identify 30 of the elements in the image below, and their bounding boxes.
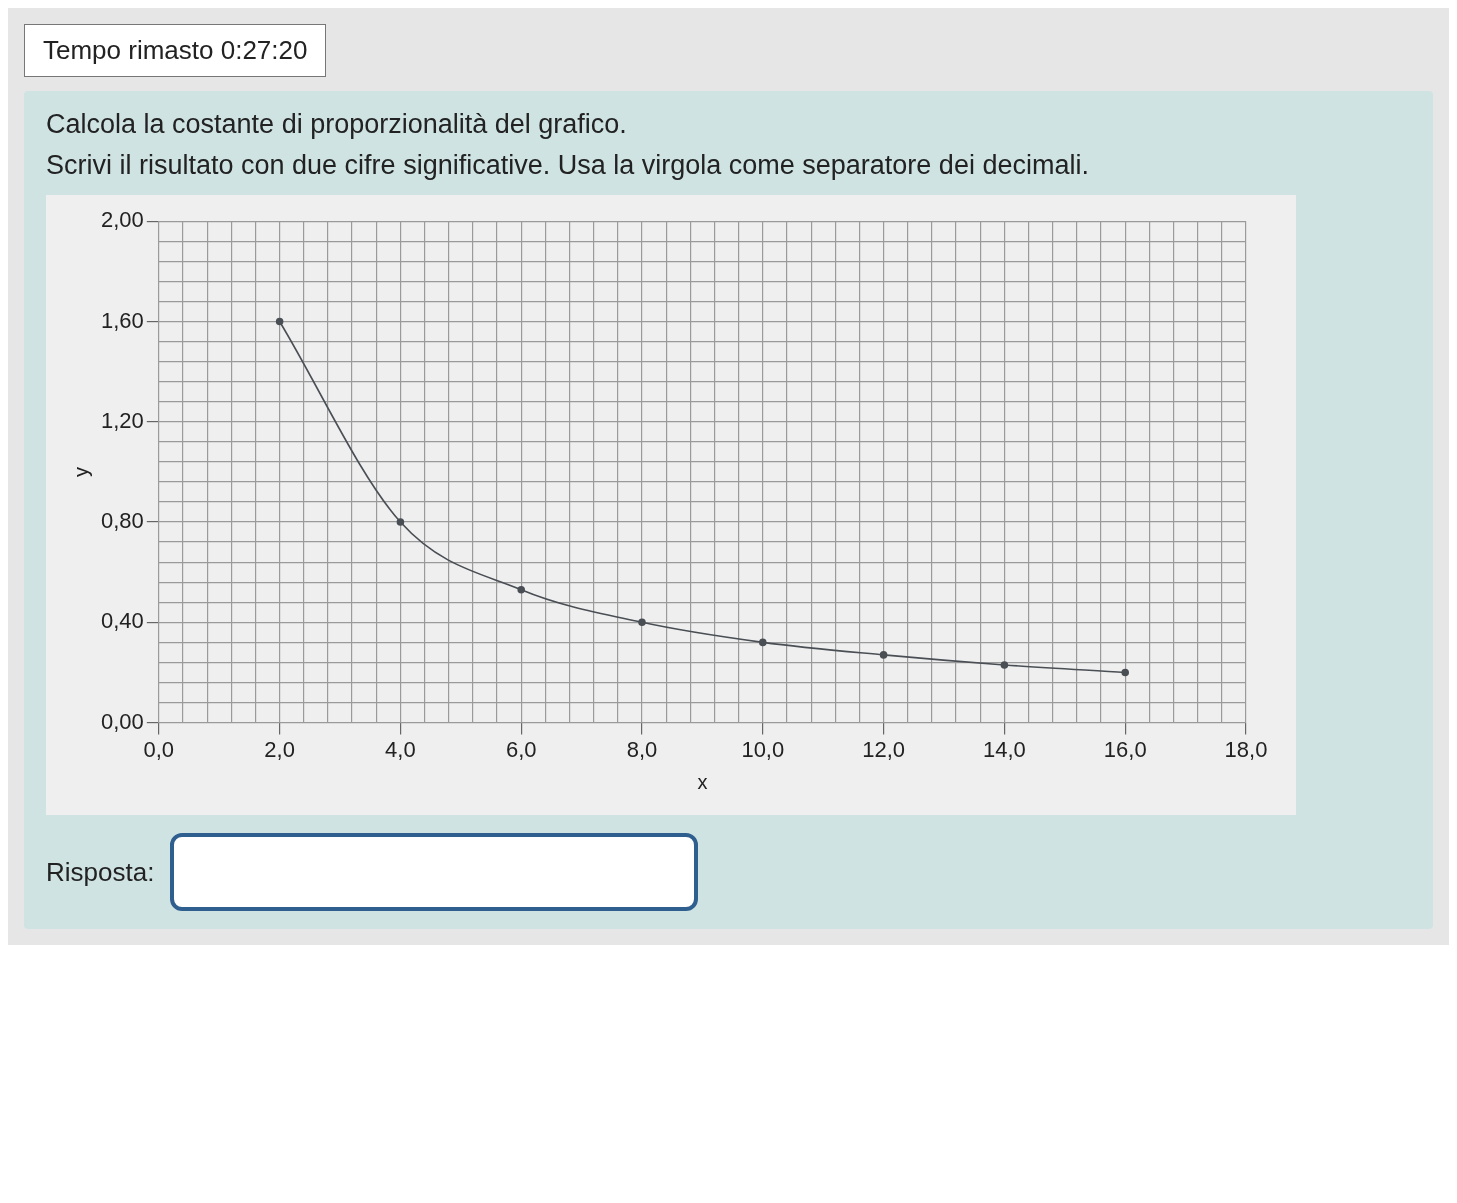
point [759,638,767,647]
x-tick-label: 10,0 [741,736,785,762]
chart-title: Calcola la costante di proporzionalità del grafico. [46,109,628,140]
x-tick-label: 18,0 [1224,736,1268,762]
x-tick-label: 6,0 [505,736,537,762]
y-tick-label: 2,00 [100,207,144,233]
x-tick-label: 2,0 [264,736,295,762]
point [638,618,646,627]
point [1000,661,1009,669]
x-tick-label: 16,0 [1103,736,1147,762]
y-tick-label: 0,00 [100,708,144,734]
point [1121,668,1129,677]
x-tick-label: 4,0 [385,736,416,762]
x-tick-label: 0,0 [143,736,175,762]
x-tick-label: 12,0 [862,736,906,762]
x-axis-title: x [697,770,708,793]
point [517,585,526,594]
point [879,651,888,659]
x-tick-label: 14,0 [982,736,1026,762]
y-axis-title: y [69,466,92,477]
point [396,518,405,526]
y-tick-label: 1,20 [100,407,144,433]
x-tick-label: 8,0 [626,736,658,762]
y-tick-label: 0,40 [100,608,144,634]
y-tick-label: 1,60 [100,307,144,333]
text: Tempo rimasto 0:27:20 [24,24,327,77]
text: Risposta: [46,856,155,888]
chart-subtitle: Scrivi il risultato con due cifre significative. Usa la virgola come separatore dei decimali. [46,150,1090,181]
point [275,317,284,326]
y-tick-label: 0,80 [100,508,144,534]
